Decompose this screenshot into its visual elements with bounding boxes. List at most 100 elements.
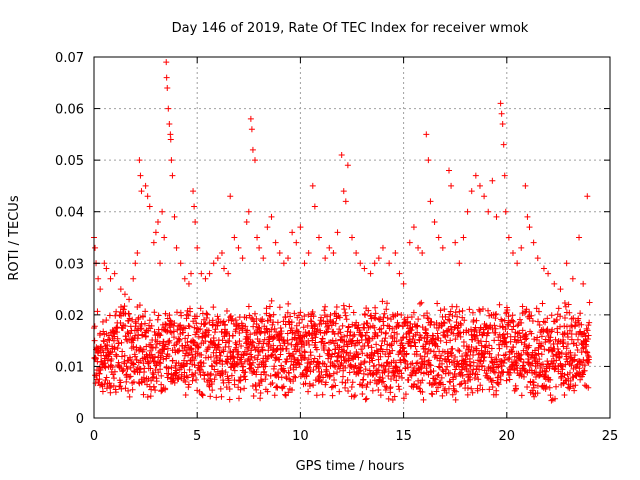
data-point [563,323,570,330]
data-point [173,244,180,251]
data-point [236,329,243,336]
data-point [459,372,466,379]
data-point [548,397,555,404]
data-point [167,317,174,324]
data-point [112,312,119,319]
data-point [350,333,357,340]
data-point [231,367,238,374]
data-point [108,355,115,362]
data-point [453,303,460,310]
data-point [170,328,177,335]
data-point [360,370,367,377]
data-point [478,342,485,349]
data-point [218,328,225,335]
data-point [204,311,211,318]
data-point [151,309,158,316]
data-point [410,224,417,231]
data-point [114,335,121,342]
data-point [384,300,391,307]
data-point [207,393,214,400]
data-point [557,323,564,330]
data-point [248,126,255,133]
data-point [427,347,434,354]
plot-frame [93,56,611,419]
data-point [219,361,226,368]
data-point [585,332,592,339]
data-point [173,369,180,376]
data-point [326,347,333,354]
data-point [254,364,261,371]
data-point [383,306,390,313]
data-point [97,366,104,373]
data-point [177,260,184,267]
data-point [470,359,477,366]
data-point [469,370,476,377]
data-point [221,265,228,272]
data-point [322,303,329,310]
data-point [377,392,384,399]
data-point [428,318,435,325]
data-point [440,381,447,388]
data-point [185,322,192,329]
data-point [318,314,325,321]
data-point [334,357,341,364]
data-point [379,298,386,305]
data-point [158,372,165,379]
data-point [168,157,175,164]
data-point [182,378,189,385]
data-point [127,356,134,363]
data-point [365,342,372,349]
data-point [306,364,313,371]
data-point [571,352,578,359]
data-point [379,244,386,251]
data-point [113,325,120,332]
data-point [144,193,151,200]
data-point [530,384,537,391]
data-point [468,344,475,351]
data-point [444,363,451,370]
data-point [473,345,480,352]
data-point [343,316,350,323]
data-point [468,385,475,392]
data-point [148,386,155,393]
data-point [372,310,379,317]
data-point [159,350,166,357]
data-point [413,351,420,358]
data-point [400,280,407,287]
axes [93,56,611,419]
data-point [524,350,531,357]
data-point [490,368,497,375]
data-point [485,208,492,215]
data-point [520,358,527,365]
data-point [489,377,496,384]
data-point [441,306,448,313]
data-point [336,388,343,395]
data-point [394,311,401,318]
data-point [577,328,584,335]
data-point [270,334,277,341]
data-point [460,234,467,241]
data-point [262,376,269,383]
data-point [321,340,328,347]
data-point [118,339,125,346]
data-point [540,318,547,325]
data-point [169,172,176,179]
data-point [487,376,494,383]
data-point [317,329,324,336]
data-point [302,354,309,361]
data-point [488,378,495,385]
data-point [502,351,509,358]
data-point [375,350,382,357]
data-point [183,373,190,380]
data-point [268,352,275,359]
data-point [577,310,584,317]
data-point [235,348,242,355]
data-point [295,312,302,319]
data-point [286,369,293,376]
data-point [433,388,440,395]
data-point [242,369,249,376]
data-point [250,339,257,346]
data-point [359,382,366,389]
data-point [385,373,392,380]
data-point [561,391,568,398]
